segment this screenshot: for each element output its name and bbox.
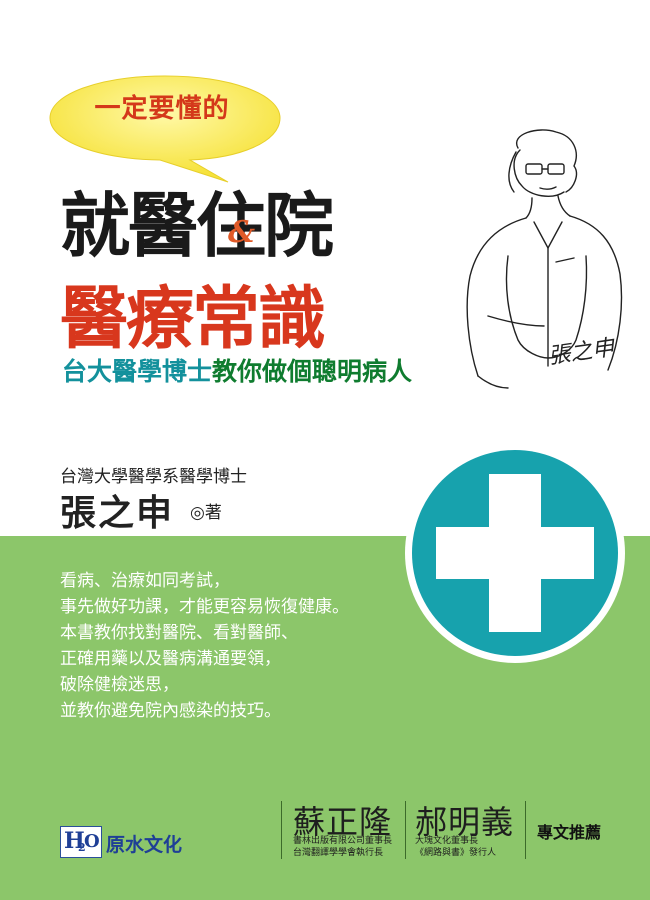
description-list: 看病、治療如同考試， 事先做好功課，才能更容易恢復健康。 本書教你找對醫院、看對…	[60, 568, 349, 724]
title-ampersand: &	[228, 215, 256, 250]
doctor-sketch	[466, 129, 623, 389]
description-line: 本書教你找對醫院、看對醫師、	[60, 623, 298, 643]
description-line: 事先做好功課，才能更容易恢復健康。	[60, 597, 349, 617]
recommender-role: 台灣翻譯學學會執行長	[293, 848, 384, 858]
recommender-role: 《網路與書》發行人	[415, 848, 497, 858]
speech-bubble-icon	[49, 75, 281, 183]
divider	[281, 801, 282, 859]
subtitle-part1: 台大醫學博士	[62, 357, 213, 386]
logo-o: O	[84, 831, 100, 852]
logo-h: H	[64, 828, 85, 854]
recommender-role: 書林出版有限公司董事長	[293, 836, 393, 846]
divider	[405, 801, 406, 859]
subtitle-part2: 教你做個聰明病人	[212, 357, 413, 386]
recommend-label: 專文推薦	[537, 823, 602, 842]
divider	[525, 801, 526, 859]
bubble-text: 一定要懂的	[94, 94, 230, 124]
logo-2: 2	[78, 841, 86, 854]
author-name: 張之申	[60, 492, 175, 534]
subtitle: 台大醫學博士教你做個聰明病人	[62, 352, 412, 388]
publisher-name: 原水文化	[106, 834, 183, 856]
recommenders: 蘇正隆 書林出版有限公司董事長 台灣翻譯學學會執行長 郝明義 大塊文化董事長 《…	[281, 797, 616, 863]
main-title-line1: 就醫住院	[60, 185, 334, 267]
main-title-line2: 醫療常識	[60, 280, 326, 359]
publisher-logo: H 2 O	[60, 826, 102, 858]
description-line: 正確用藥以及醫病溝通要領，	[60, 649, 281, 669]
author-suffix: ◎著	[190, 503, 222, 523]
description-line: 破除健檢迷思，	[60, 675, 179, 695]
author-credential: 台灣大學醫學系醫學博士	[60, 467, 247, 487]
description-line: 並教你避免院內感染的技巧。	[60, 701, 281, 721]
recommender-name: 郝明義	[415, 803, 515, 841]
medical-cross-icon	[405, 443, 625, 663]
description-line: 看病、治療如同考試，	[60, 571, 230, 591]
recommender-role: 大塊文化董事長	[415, 836, 479, 846]
recommender-name: 蘇正隆	[293, 803, 393, 841]
